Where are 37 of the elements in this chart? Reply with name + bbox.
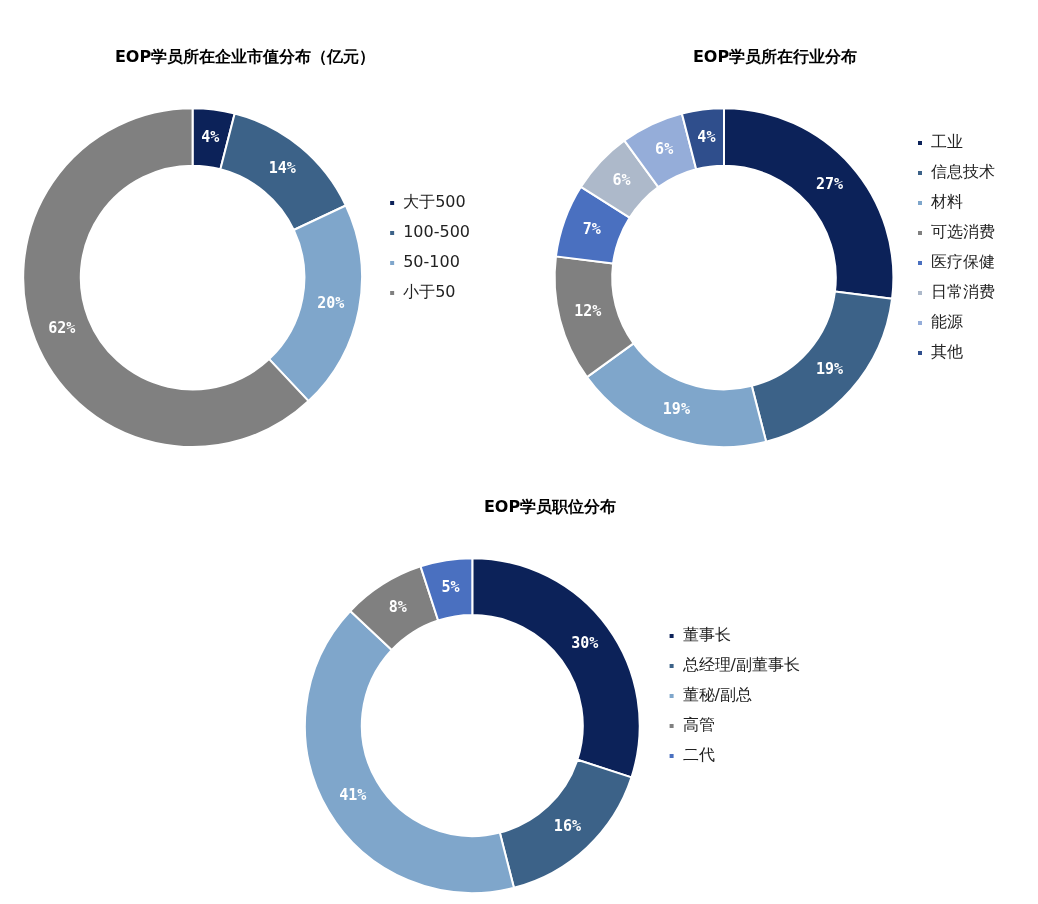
legend-label: 100-500: [403, 222, 471, 242]
data-label: 4%: [201, 128, 220, 146]
legend-label: 小于50: [403, 282, 456, 302]
data-label: 8%: [388, 598, 407, 617]
legend-label: 其他: [931, 342, 963, 362]
data-label: 19%: [662, 399, 690, 418]
data-label: 19%: [815, 360, 844, 379]
legend-label: 工业: [931, 132, 963, 152]
legend-label: 高管: [682, 715, 715, 735]
data-label: 6%: [655, 140, 674, 159]
data-label: 12%: [574, 302, 602, 321]
legend-label: 董事长: [682, 625, 731, 645]
data-label: 41%: [339, 786, 367, 805]
data-label: 14%: [268, 159, 296, 178]
legend-label: 能源: [931, 312, 963, 332]
data-label: 20%: [317, 293, 345, 312]
legend-label: 二代: [682, 745, 715, 765]
legend-label: 材料: [930, 192, 963, 212]
legend-label: 50-100: [403, 252, 460, 272]
legend-label: 董秘/副总: [682, 685, 752, 705]
data-label: 62%: [48, 319, 76, 338]
legend-label: 医疗保健: [931, 252, 995, 272]
chart-title: EOP学员所在企业市值分布（亿元）: [114, 46, 376, 66]
legend-label: 信息技术: [931, 162, 995, 182]
data-label: 27%: [815, 174, 844, 193]
chart-title: EOP学员所在行业分布: [692, 46, 858, 66]
legend-label: 大于500: [403, 192, 466, 212]
legend-label: 总经理/副董事长: [681, 655, 800, 675]
legend-label: 日常消费: [931, 282, 995, 302]
data-label: 7%: [582, 219, 601, 238]
data-label: 5%: [441, 578, 460, 597]
data-label: 16%: [553, 816, 581, 835]
data-label: 30%: [571, 633, 599, 652]
data-label: 4%: [697, 128, 716, 146]
legend-label: 可选消费: [931, 222, 995, 242]
data-label: 6%: [612, 171, 631, 190]
chart-title: EOP学员职位分布: [483, 496, 617, 516]
